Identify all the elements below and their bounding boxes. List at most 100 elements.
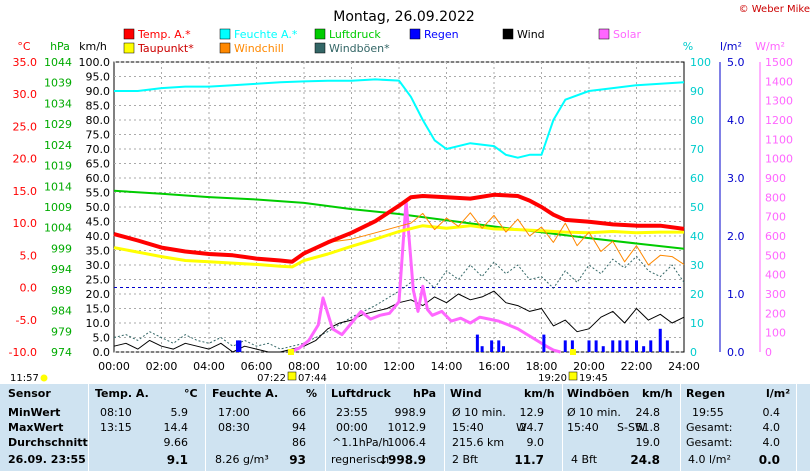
humidity-tick-label: 30 [690, 259, 704, 272]
legend-swatch [502, 28, 514, 40]
cell-value: 9.0 [526, 436, 545, 449]
solar-tick-label: 200 [765, 307, 786, 320]
legend-label: Taupunkt* [137, 42, 194, 55]
rain-bar [542, 334, 546, 352]
cell-value: 11.7 [514, 453, 544, 467]
x-tick-label: 06:00 [241, 360, 273, 373]
cell-label: 8.26 g/m³ [215, 453, 269, 466]
solar-tick-label: 1400 [765, 75, 793, 88]
solar-tick-label: 300 [765, 288, 786, 301]
weather-chart: 00:00 02:00 04:00 06:00 08:00 10:00 12:00 14:00… [9, 4, 810, 384]
pressure-tick-label: 994 [51, 263, 72, 276]
cell-label: Ø 10 min. [567, 406, 621, 419]
rain-tick-label: 4.0 [727, 114, 745, 127]
x-tick-label: 04:00 [193, 360, 225, 373]
rain-bar [570, 340, 574, 352]
legend-swatch [314, 42, 326, 54]
legend-label: Windböen* [329, 42, 390, 55]
header-rain-unit: l/m² [766, 387, 791, 400]
wind-tick-label: 15.0 [86, 303, 111, 316]
sunset-marker [570, 349, 576, 355]
pressure-tick-label: 999 [51, 242, 72, 255]
sun-dot-icon [40, 374, 48, 382]
solar-tick-label: 500 [765, 249, 786, 262]
cell-time: 13:15 [100, 421, 132, 434]
cell-value: 1006.4 [387, 436, 427, 449]
humidity-tick-label: 90 [690, 85, 704, 98]
cell-time: 15:40 [567, 421, 599, 434]
temp-tick-label: 10.0 [13, 217, 38, 230]
temp-tick-label: -5.0 [16, 314, 37, 327]
x-tick-label: 08:00 [288, 360, 320, 373]
cell-value: 24.8 [635, 406, 661, 419]
sunrise-label-2: 07:44 [298, 373, 327, 384]
cell-label: Gesamt: [686, 436, 733, 449]
legend-swatch [409, 28, 421, 40]
x-tick-label: 22:00 [621, 360, 653, 373]
cell-value: 9.66 [163, 436, 189, 449]
cell-label: Gesamt: [686, 421, 733, 434]
legend-swatch [314, 28, 326, 40]
rain-tick-label: 2.0 [727, 230, 745, 243]
summary-table: Sensor Temp. A. °C Feuchte A. % Luftdruc… [0, 384, 810, 471]
humidity-tick-label: 50 [690, 201, 704, 214]
wind-tick-label: 100.0 [79, 56, 111, 69]
solar-tick-label: 700 [765, 211, 786, 224]
table-row-average: Durchschnitt 9.66 86 ^1.1hPa/h 1006.4 21… [0, 436, 800, 451]
cell-value: 998.9 [394, 406, 427, 419]
legend-swatch [598, 28, 610, 40]
sunrise-icon [287, 371, 297, 381]
table-header-row: Sensor Temp. A. °C Feuchte A. % Luftdruc… [0, 387, 800, 402]
pressure-tick-label: 1009 [44, 201, 72, 214]
cell-time: 19:55 [692, 406, 724, 419]
wind-tick-label: 95.0 [86, 71, 111, 84]
legend-label: Solar [613, 28, 642, 41]
cell-time: 17:00 [218, 406, 250, 419]
wind-tick-label: 90.0 [86, 85, 111, 98]
pressure-tick-label: 1039 [44, 77, 72, 90]
cell-value: 0.0 [758, 453, 780, 467]
rain-bar [665, 340, 669, 352]
cell-value: 24.8 [630, 453, 660, 467]
solar-tick-label: 1000 [765, 153, 793, 166]
pressure-tick-label: 1019 [44, 160, 72, 173]
pressure-tick-label: 1004 [44, 222, 72, 235]
header-pressure-unit: hPa [413, 387, 437, 400]
x-tick-label: 10:00 [336, 360, 368, 373]
rain-bar [490, 340, 494, 352]
sunrise-label: 07:22 [257, 373, 286, 384]
humidity-unit-label: % [683, 40, 693, 53]
rain-bar [642, 346, 646, 352]
left-time-label: 11:57 [10, 373, 39, 384]
cell-label: 215.6 km [452, 436, 505, 449]
rain-bar [594, 340, 598, 352]
wind-tick-label: 30.0 [86, 259, 111, 272]
header-temp-unit: °C [184, 387, 198, 400]
solar-tick-label: 900 [765, 172, 786, 185]
pressure-tick-label: 974 [51, 346, 72, 359]
rain-tick-label: 1.0 [727, 288, 745, 301]
solar-tick-label: 600 [765, 230, 786, 243]
humidity-tick-label: 60 [690, 172, 704, 185]
table-row-current: 26.09. 23:55 9.1 8.26 g/m³ 93 regnerisch… [0, 453, 800, 468]
header-gust: Windböen [567, 387, 630, 400]
series-line [113, 192, 685, 264]
wind-tick-label: 35.0 [86, 245, 111, 258]
cell-value: 24.7 [519, 421, 545, 434]
temp-tick-label: -10.0 [9, 346, 37, 359]
wind-tick-label: 85.0 [86, 100, 111, 113]
rain-bar [238, 340, 242, 352]
cell-label: ^1.1hPa/h [332, 436, 390, 449]
table-row-min: MinWert 08:10 5.9 17:00 66 23:55 998.9 Ø… [0, 406, 800, 421]
x-tick-label: 16:00 [478, 360, 510, 373]
rain-tick-label: 3.0 [727, 172, 745, 185]
solar-tick-label: 1500 [765, 56, 793, 69]
solar-tick-label: 400 [765, 269, 786, 282]
cell-value: 9.1 [166, 453, 188, 467]
rain-bar [658, 328, 662, 352]
wind-unit-label: km/h [79, 40, 107, 53]
cell-label: 4.0 l/m² [688, 453, 731, 466]
temp-tick-label: 0.0 [20, 282, 38, 295]
rain-bar [618, 340, 622, 352]
rain-bar [635, 340, 638, 352]
